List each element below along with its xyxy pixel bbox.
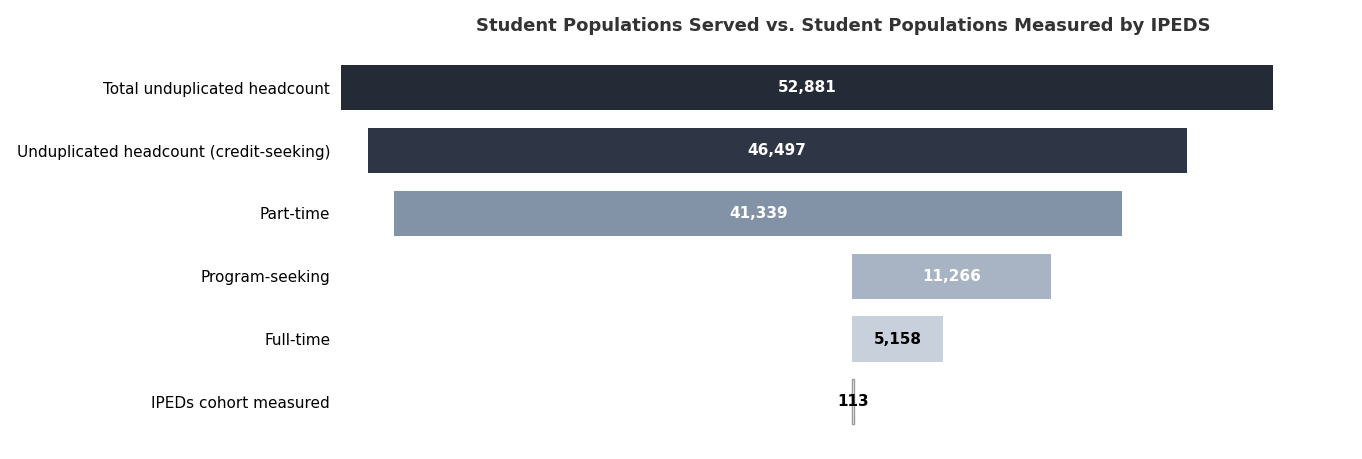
Bar (853, 379, 854, 425)
Bar (853, 316, 943, 362)
Text: 52,881: 52,881 (778, 80, 836, 95)
Text: 11,266: 11,266 (922, 269, 981, 284)
Text: 5,158: 5,158 (873, 331, 922, 347)
Bar (394, 191, 1122, 236)
Bar (368, 128, 1186, 173)
Bar (853, 254, 1050, 299)
Title: Student Populations Served vs. Student Populations Measured by IPEDS: Student Populations Served vs. Student P… (475, 17, 1211, 35)
Bar (342, 65, 1272, 111)
Text: 113: 113 (838, 394, 869, 409)
Text: 41,339: 41,339 (729, 206, 787, 221)
Text: 46,497: 46,497 (748, 143, 806, 158)
